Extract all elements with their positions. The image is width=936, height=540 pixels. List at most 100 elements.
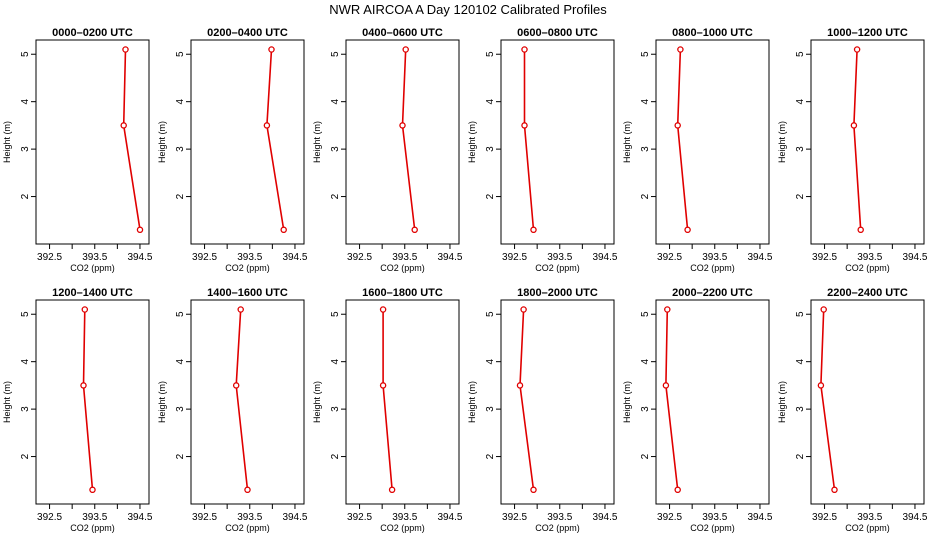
plot-frame — [345, 39, 460, 245]
x-tick-label: 394.5 — [747, 512, 772, 523]
profile-line — [122, 49, 141, 230]
x-axis-label: CO2 (ppm) — [225, 523, 270, 533]
y-tick-label: 5 — [485, 311, 496, 317]
profile-line — [676, 49, 689, 230]
x-tick-label: 393.5 — [857, 252, 882, 263]
y-axis-label: Height (m) — [622, 121, 632, 163]
profile-point — [399, 122, 406, 129]
x-tick-label: 394.5 — [902, 252, 927, 263]
y-tick-label: 3 — [795, 406, 806, 412]
panel-4: 0800–1000 UTC 392.5 393.5 394.5 2 3 4 5 CO2 (ppm… — [622, 27, 773, 273]
y-tick-label: 3 — [640, 406, 651, 412]
y-axis-label: Height (m) — [467, 121, 477, 163]
y-tick-label: 4 — [795, 358, 806, 364]
profile-point — [850, 122, 858, 129]
profile-point — [817, 382, 825, 389]
panel-6: 1200–1400 UTC 392.5 393.5 394.5 2 3 4 5 CO2 (ppm… — [2, 287, 153, 533]
plot-frame — [35, 39, 150, 245]
x-axis-label: CO2 (ppm) — [845, 263, 890, 273]
x-axis-label: CO2 (ppm) — [70, 263, 115, 273]
panel-title: 2200–2400 UTC — [827, 287, 908, 299]
profile-point — [120, 122, 127, 129]
panel-9: 1800–2000 UTC 392.5 393.5 394.5 2 3 4 5 CO2 (ppm… — [467, 287, 618, 533]
y-tick-label: 3 — [330, 146, 341, 152]
y-tick-label: 2 — [795, 193, 806, 199]
y-axis-label: Height (m) — [312, 121, 322, 163]
profile-line — [82, 309, 94, 490]
x-axis-label: CO2 (ppm) — [690, 523, 735, 533]
profile-line — [523, 49, 535, 230]
y-tick-label: 3 — [20, 146, 31, 152]
x-axis-label: CO2 (ppm) — [690, 263, 735, 273]
panel-grid: 0000–0200 UTC 392.5 393.5 394.5 2 3 4 5 CO2 (ppm… — [2, 27, 928, 533]
y-tick-label: 4 — [485, 358, 496, 364]
y-tick-label: 4 — [485, 98, 496, 104]
x-axis-label: CO2 (ppm) — [535, 263, 580, 273]
x-tick-label: 394.5 — [592, 512, 617, 523]
x-axis-label: CO2 (ppm) — [70, 523, 115, 533]
x-axis-label: CO2 (ppm) — [380, 263, 425, 273]
y-tick-label: 4 — [795, 98, 806, 104]
profile-point — [516, 382, 524, 389]
plot-frame — [190, 39, 305, 245]
y-tick-label: 2 — [175, 193, 186, 199]
x-axis-label: CO2 (ppm) — [225, 263, 270, 273]
profile-point — [379, 382, 387, 389]
profile-point — [520, 306, 527, 313]
x-tick-label: 392.5 — [347, 252, 372, 263]
x-tick-label: 393.5 — [392, 252, 417, 263]
profile-point — [411, 226, 418, 234]
y-tick-label: 4 — [640, 98, 651, 104]
panel-title: 0600–0800 UTC — [517, 27, 598, 39]
x-tick-label: 394.5 — [902, 512, 927, 523]
x-tick-label: 392.5 — [192, 252, 217, 263]
profile-point — [80, 382, 87, 389]
x-tick-label: 392.5 — [37, 512, 62, 523]
profile-point — [857, 226, 864, 234]
y-tick-label: 2 — [485, 193, 496, 199]
panel-title: 1600–1800 UTC — [362, 287, 443, 299]
y-tick-label: 2 — [640, 193, 651, 199]
profile-line — [820, 309, 836, 490]
x-tick-label: 393.5 — [547, 512, 572, 523]
profile-point — [402, 46, 409, 53]
y-tick-label: 5 — [640, 311, 651, 317]
x-tick-label: 394.5 — [437, 512, 462, 523]
profile-point — [232, 382, 240, 389]
y-tick-label: 5 — [485, 51, 496, 57]
y-tick-label: 4 — [330, 358, 341, 364]
y-tick-label: 3 — [640, 146, 651, 152]
x-tick-label: 392.5 — [812, 512, 837, 523]
y-tick-label: 2 — [795, 453, 806, 459]
x-tick-label: 393.5 — [237, 252, 262, 263]
panel-title: 0200–0400 UTC — [207, 27, 288, 39]
profile-line — [382, 309, 393, 490]
profile-point — [280, 226, 287, 234]
profile-line — [665, 309, 679, 490]
y-tick-label: 3 — [795, 146, 806, 152]
x-tick-label: 392.5 — [192, 512, 217, 523]
x-tick-label: 392.5 — [812, 252, 837, 263]
y-tick-label: 5 — [175, 51, 186, 57]
y-tick-label: 2 — [640, 453, 651, 459]
plot-frame — [655, 299, 770, 505]
profile-point — [684, 226, 691, 234]
y-tick-label: 5 — [330, 311, 341, 317]
y-axis-label: Height (m) — [2, 121, 12, 163]
y-axis-label: Height (m) — [2, 381, 12, 423]
x-tick-label: 392.5 — [502, 512, 527, 523]
profile-point — [530, 226, 537, 234]
y-axis-label: Height (m) — [777, 121, 787, 163]
x-tick-label: 393.5 — [547, 252, 572, 263]
profile-line — [235, 309, 249, 490]
profile-line — [853, 49, 862, 230]
y-tick-label: 4 — [20, 358, 31, 364]
panel-1: 0200–0400 UTC 392.5 393.5 394.5 2 3 4 5 CO2 (ppm… — [157, 27, 308, 273]
profile-point — [89, 486, 96, 494]
panel-title: 0400–0600 UTC — [362, 27, 443, 39]
panel-3: 0600–0800 UTC 392.5 393.5 394.5 2 3 4 5 CO2 (ppm… — [467, 27, 618, 273]
x-axis-label: CO2 (ppm) — [535, 523, 580, 533]
profile-point — [379, 306, 387, 313]
y-axis-label: Height (m) — [157, 121, 167, 163]
